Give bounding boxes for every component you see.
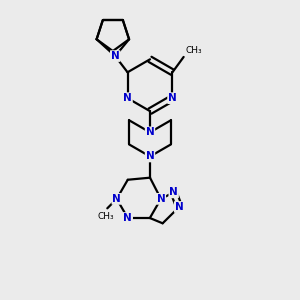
- Text: N: N: [123, 93, 132, 103]
- Text: N: N: [175, 202, 184, 212]
- Text: N: N: [146, 152, 154, 161]
- Text: N: N: [157, 194, 165, 204]
- Text: N: N: [146, 127, 154, 137]
- Text: N: N: [169, 188, 178, 197]
- Text: N: N: [123, 213, 132, 223]
- Text: CH₃: CH₃: [186, 46, 202, 55]
- Text: N: N: [168, 93, 177, 103]
- Text: N: N: [112, 194, 121, 204]
- Text: N: N: [111, 51, 120, 61]
- Text: CH₃: CH₃: [98, 212, 114, 221]
